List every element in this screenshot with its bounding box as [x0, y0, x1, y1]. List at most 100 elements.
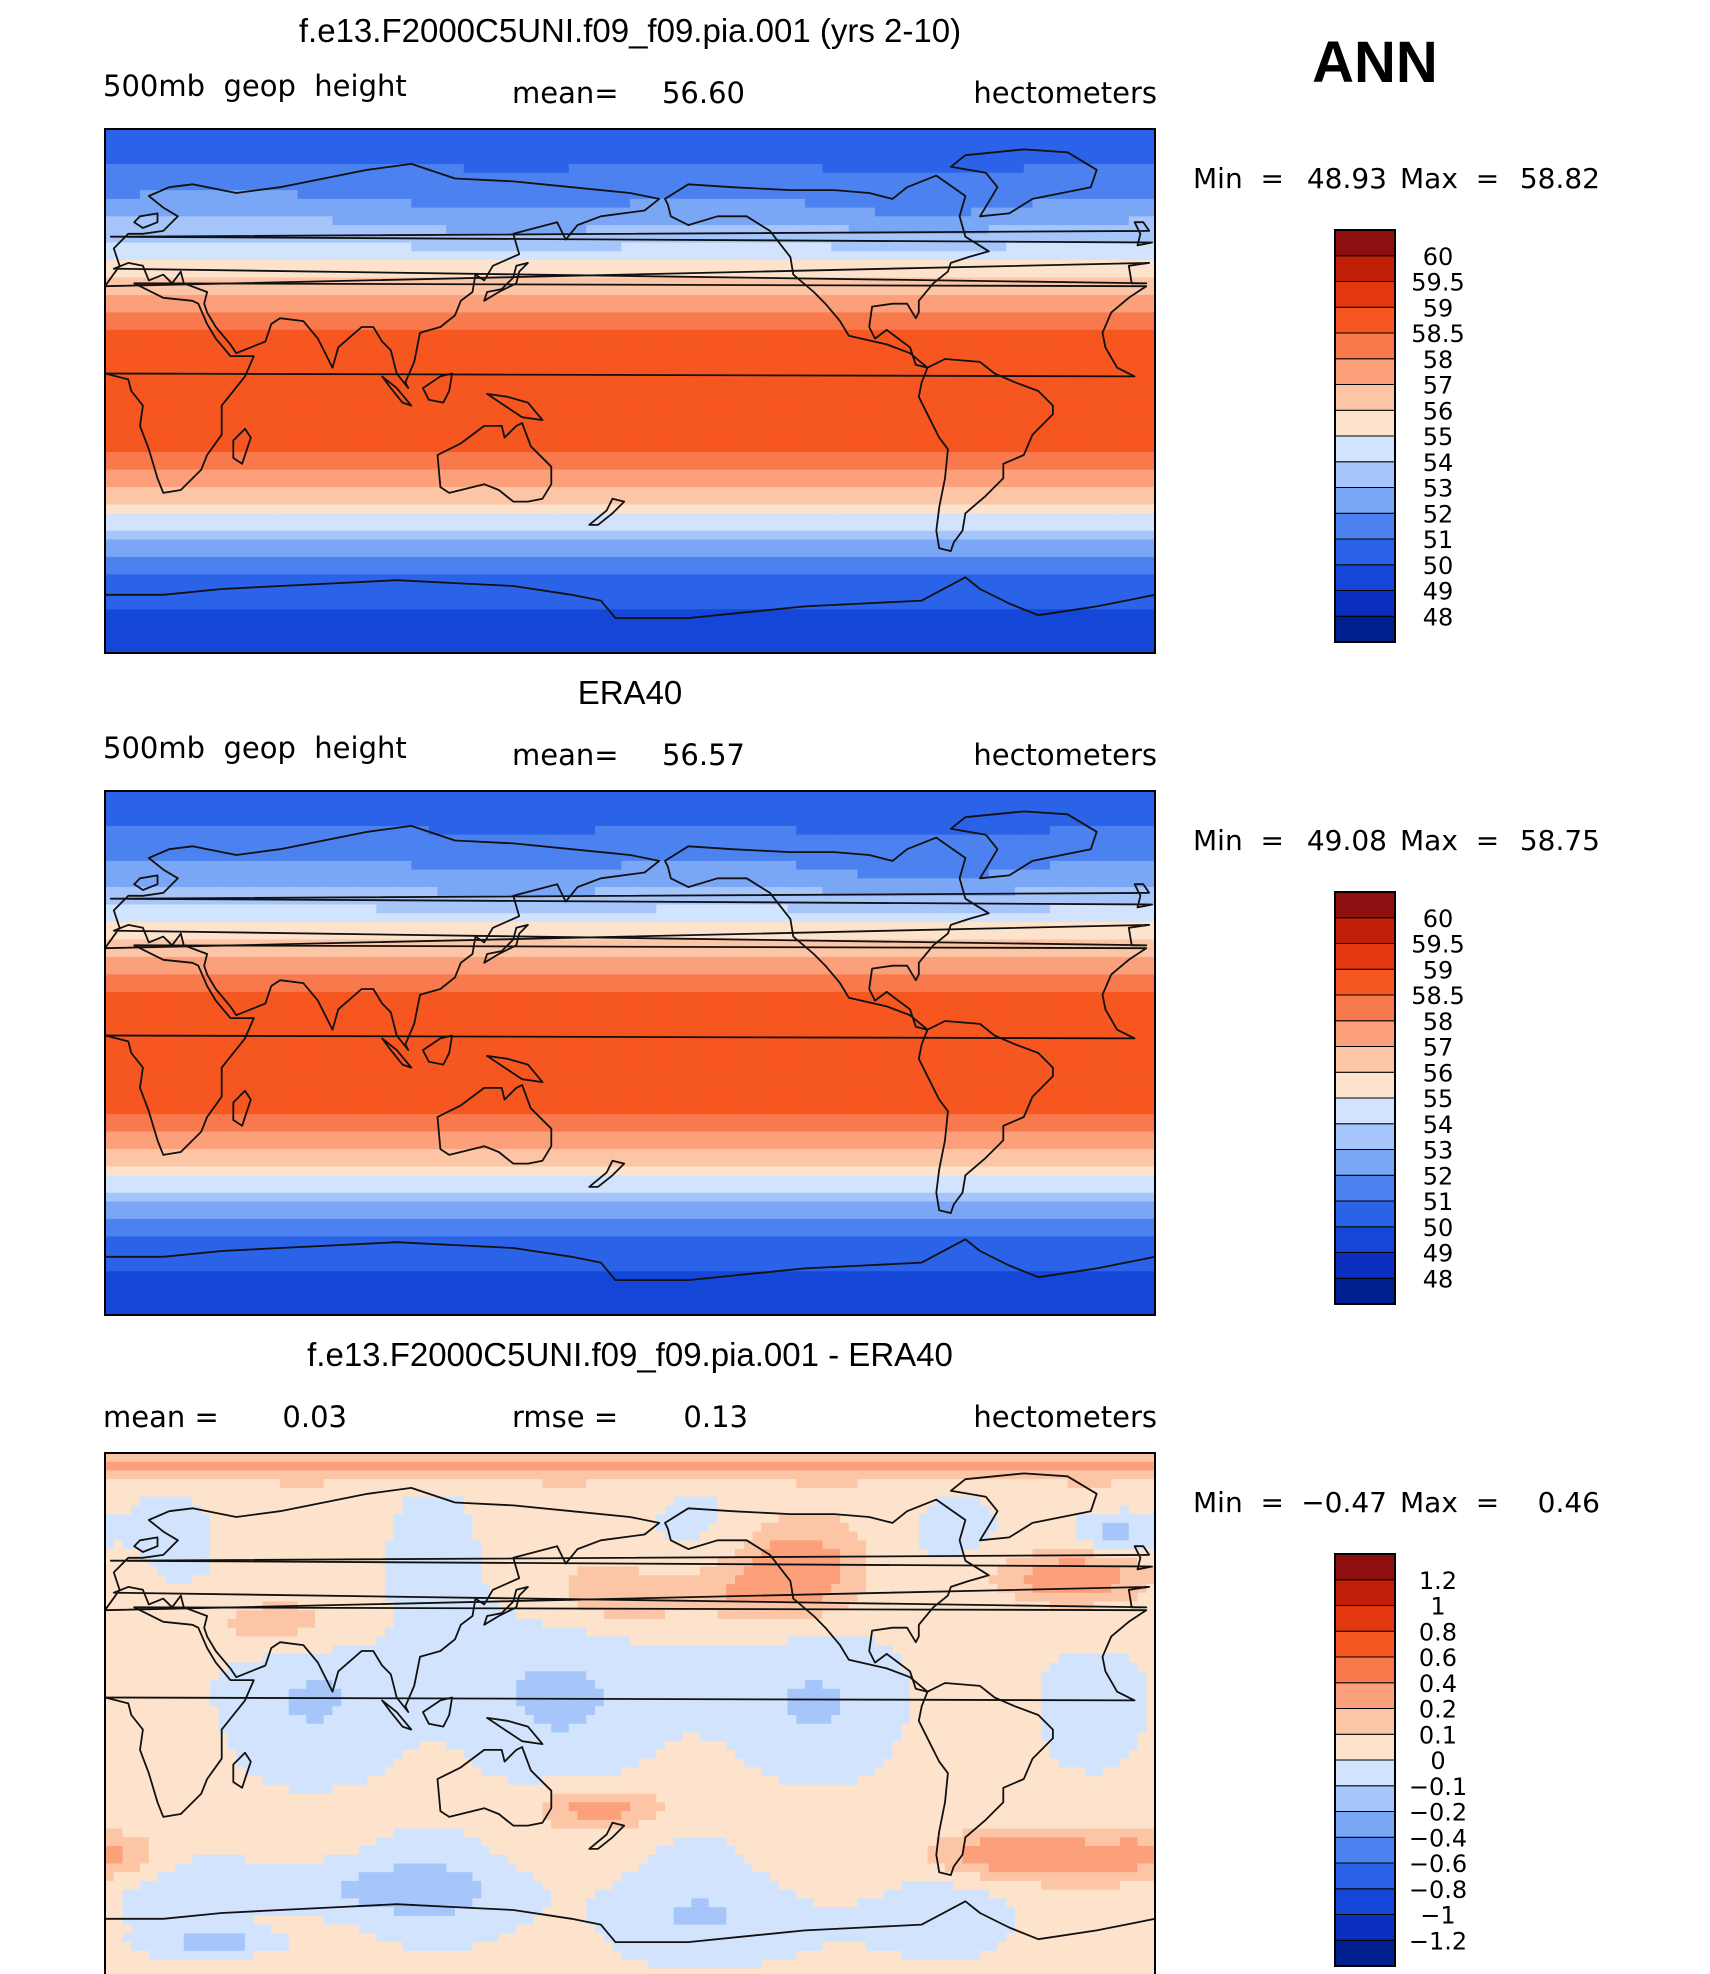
contour-cell — [796, 216, 806, 226]
contour-cell — [953, 251, 964, 261]
contour-cell — [586, 417, 596, 427]
contour-cell — [848, 190, 859, 200]
contour-cell — [595, 408, 605, 418]
contour-cell — [630, 163, 640, 174]
contour-cell — [866, 172, 876, 182]
contour-cell — [140, 129, 150, 139]
contour-cell — [131, 373, 141, 383]
contour-cell — [113, 163, 124, 174]
contour-cell — [586, 329, 596, 340]
contour-cell — [866, 163, 876, 174]
contour-cell — [892, 294, 902, 305]
contour-cell — [673, 260, 684, 270]
contour-cell — [805, 233, 815, 244]
contour-cell — [901, 137, 911, 148]
contour-cell — [472, 190, 482, 200]
contour-cell — [656, 356, 666, 366]
contour-cell — [210, 137, 220, 148]
contour-cell — [1137, 233, 1147, 244]
contour-cell — [770, 207, 780, 217]
contour-cell — [1015, 268, 1025, 279]
contour-cell — [621, 321, 631, 331]
contour-cell — [210, 286, 220, 296]
contour-cell — [140, 286, 150, 296]
contour-cell — [1111, 225, 1121, 235]
contour-cell — [463, 478, 474, 488]
contour-cell — [927, 225, 937, 235]
contour-cell — [1111, 347, 1121, 357]
contour-cell — [1146, 294, 1155, 305]
contour-cell — [1041, 425, 1051, 436]
contour-cell — [455, 373, 465, 383]
contour-cell — [525, 425, 535, 436]
contour-cell — [1050, 452, 1060, 462]
contour-cell — [280, 155, 290, 165]
contour-cell — [446, 137, 456, 148]
contour-cell — [700, 364, 710, 375]
contour-cell — [253, 469, 264, 479]
contour-cell — [446, 155, 456, 165]
contour-cell — [708, 137, 719, 148]
contour-cell — [341, 487, 351, 497]
contour-cell — [813, 391, 824, 401]
contour-cell — [953, 417, 964, 427]
contour-cell — [350, 207, 360, 217]
contour-cell — [385, 356, 395, 366]
contour-cell — [621, 233, 631, 244]
contour-cell — [988, 399, 999, 410]
contour-cell — [761, 399, 771, 410]
contour-cell — [945, 469, 955, 479]
contour-cell — [770, 294, 780, 305]
contour-cell — [1058, 181, 1069, 191]
contour-cell — [253, 382, 264, 392]
contour-cell — [113, 155, 124, 165]
contour-cell — [1146, 225, 1155, 235]
contour-cell — [743, 286, 754, 296]
contour-cell — [1076, 251, 1086, 261]
contour-cell — [840, 408, 850, 418]
contour-cell — [997, 242, 1007, 252]
contour-cell — [551, 216, 561, 226]
contour-cell — [131, 242, 141, 252]
contour-cell — [778, 251, 789, 261]
contour-cell — [481, 417, 491, 427]
contour-cell — [341, 347, 351, 357]
contour-cell — [638, 163, 649, 174]
contour-cell — [148, 382, 159, 392]
contour-cell — [595, 207, 605, 217]
contour-cell — [516, 364, 526, 375]
contour-cell — [735, 443, 745, 453]
contour-cell — [1041, 443, 1051, 453]
contour-cell — [577, 146, 587, 156]
contour-cell — [586, 434, 596, 444]
contour-cell — [901, 312, 911, 322]
contour-cell — [717, 207, 727, 217]
contour-cell — [1067, 329, 1077, 340]
contour-cell — [1015, 382, 1025, 392]
contour-cell — [1041, 391, 1051, 401]
contour-cell — [533, 434, 544, 444]
contour-cell — [192, 356, 202, 366]
contour-cell — [245, 172, 255, 182]
contour-cell — [577, 338, 587, 348]
contour-cell — [210, 242, 220, 252]
contour-cell — [1111, 216, 1121, 226]
contour-cell — [323, 347, 334, 357]
contour-cell — [612, 364, 622, 375]
contour-cell — [323, 163, 334, 174]
contour-cell — [463, 425, 474, 436]
contour-cell — [533, 190, 544, 200]
contour-cell — [857, 233, 867, 244]
contour-cell — [166, 373, 176, 383]
contour-cell — [507, 399, 517, 410]
contour-cell — [280, 294, 290, 305]
contour-cell — [236, 443, 246, 453]
contour-cell — [770, 373, 780, 383]
contour-cell — [315, 260, 325, 270]
contour-cell — [437, 460, 447, 471]
contour-cell — [1128, 399, 1139, 410]
contour-cell — [1050, 233, 1060, 244]
contour-cell — [988, 460, 999, 471]
contour-cell — [210, 190, 220, 200]
contour-cell — [673, 347, 684, 357]
